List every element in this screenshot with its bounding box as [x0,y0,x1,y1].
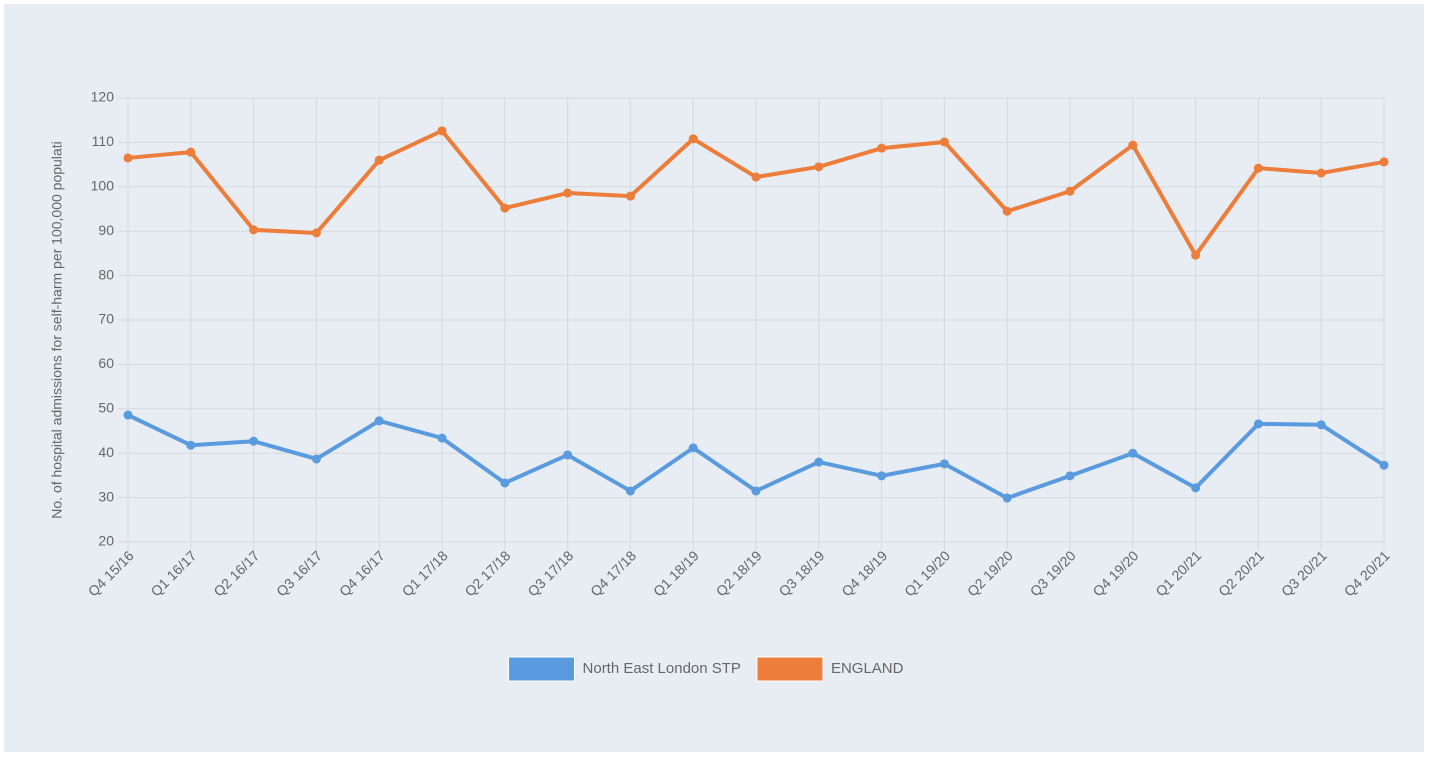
data-point [437,433,447,443]
data-point [437,126,447,136]
y-tick-label: 90 [98,222,114,238]
data-point [1191,250,1201,260]
data-point [814,457,824,467]
chart-background [4,4,1424,752]
y-tick-label: 20 [98,533,114,549]
y-tick-label: 30 [98,488,114,504]
data-point [688,443,698,453]
data-point [123,410,133,420]
data-point [1191,483,1201,493]
data-point [1128,140,1138,150]
data-point [751,486,761,496]
data-point [625,191,635,201]
data-point [563,188,573,198]
y-tick-label: 60 [98,355,114,371]
legend-swatch [756,656,824,682]
data-point [1002,493,1012,503]
y-tick-label: 110 [92,133,115,149]
data-point [688,134,698,144]
data-point [249,436,259,446]
legend-swatch [508,656,576,682]
data-point [939,459,949,469]
legend-label: ENGLAND [831,660,904,677]
data-point [500,478,510,488]
data-point [311,454,321,464]
data-point [1253,163,1263,173]
y-tick-label: 100 [91,178,115,194]
data-point [1128,448,1138,458]
data-point [1379,460,1389,470]
legend: North East London STP ENGLAND [508,656,904,682]
data-point [1316,420,1326,430]
y-axis-label: No. of hospital admissions for self-harm… [49,141,65,518]
data-point [311,228,321,238]
data-point [186,440,196,450]
data-point [563,450,573,460]
data-point [186,147,196,157]
data-point [374,416,384,426]
y-tick-label: 40 [98,444,114,460]
data-point [1253,419,1263,429]
data-point [877,471,887,481]
data-point [751,172,761,182]
y-tick-label: 50 [98,400,114,416]
data-point [814,162,824,172]
data-point [374,155,384,165]
data-point [939,137,949,147]
data-point [1316,168,1326,178]
data-point [500,203,510,213]
data-point [1065,471,1075,481]
data-point [1379,157,1389,167]
data-point [877,143,887,153]
data-point [249,225,259,235]
y-tick-label: 80 [98,266,114,282]
data-point [1065,186,1075,196]
data-point [123,153,133,163]
y-tick-label: 70 [98,311,114,327]
y-tick-label: 120 [91,89,115,105]
data-point [1002,206,1012,216]
data-point [625,486,635,496]
legend-label: North East London STP [583,660,741,677]
